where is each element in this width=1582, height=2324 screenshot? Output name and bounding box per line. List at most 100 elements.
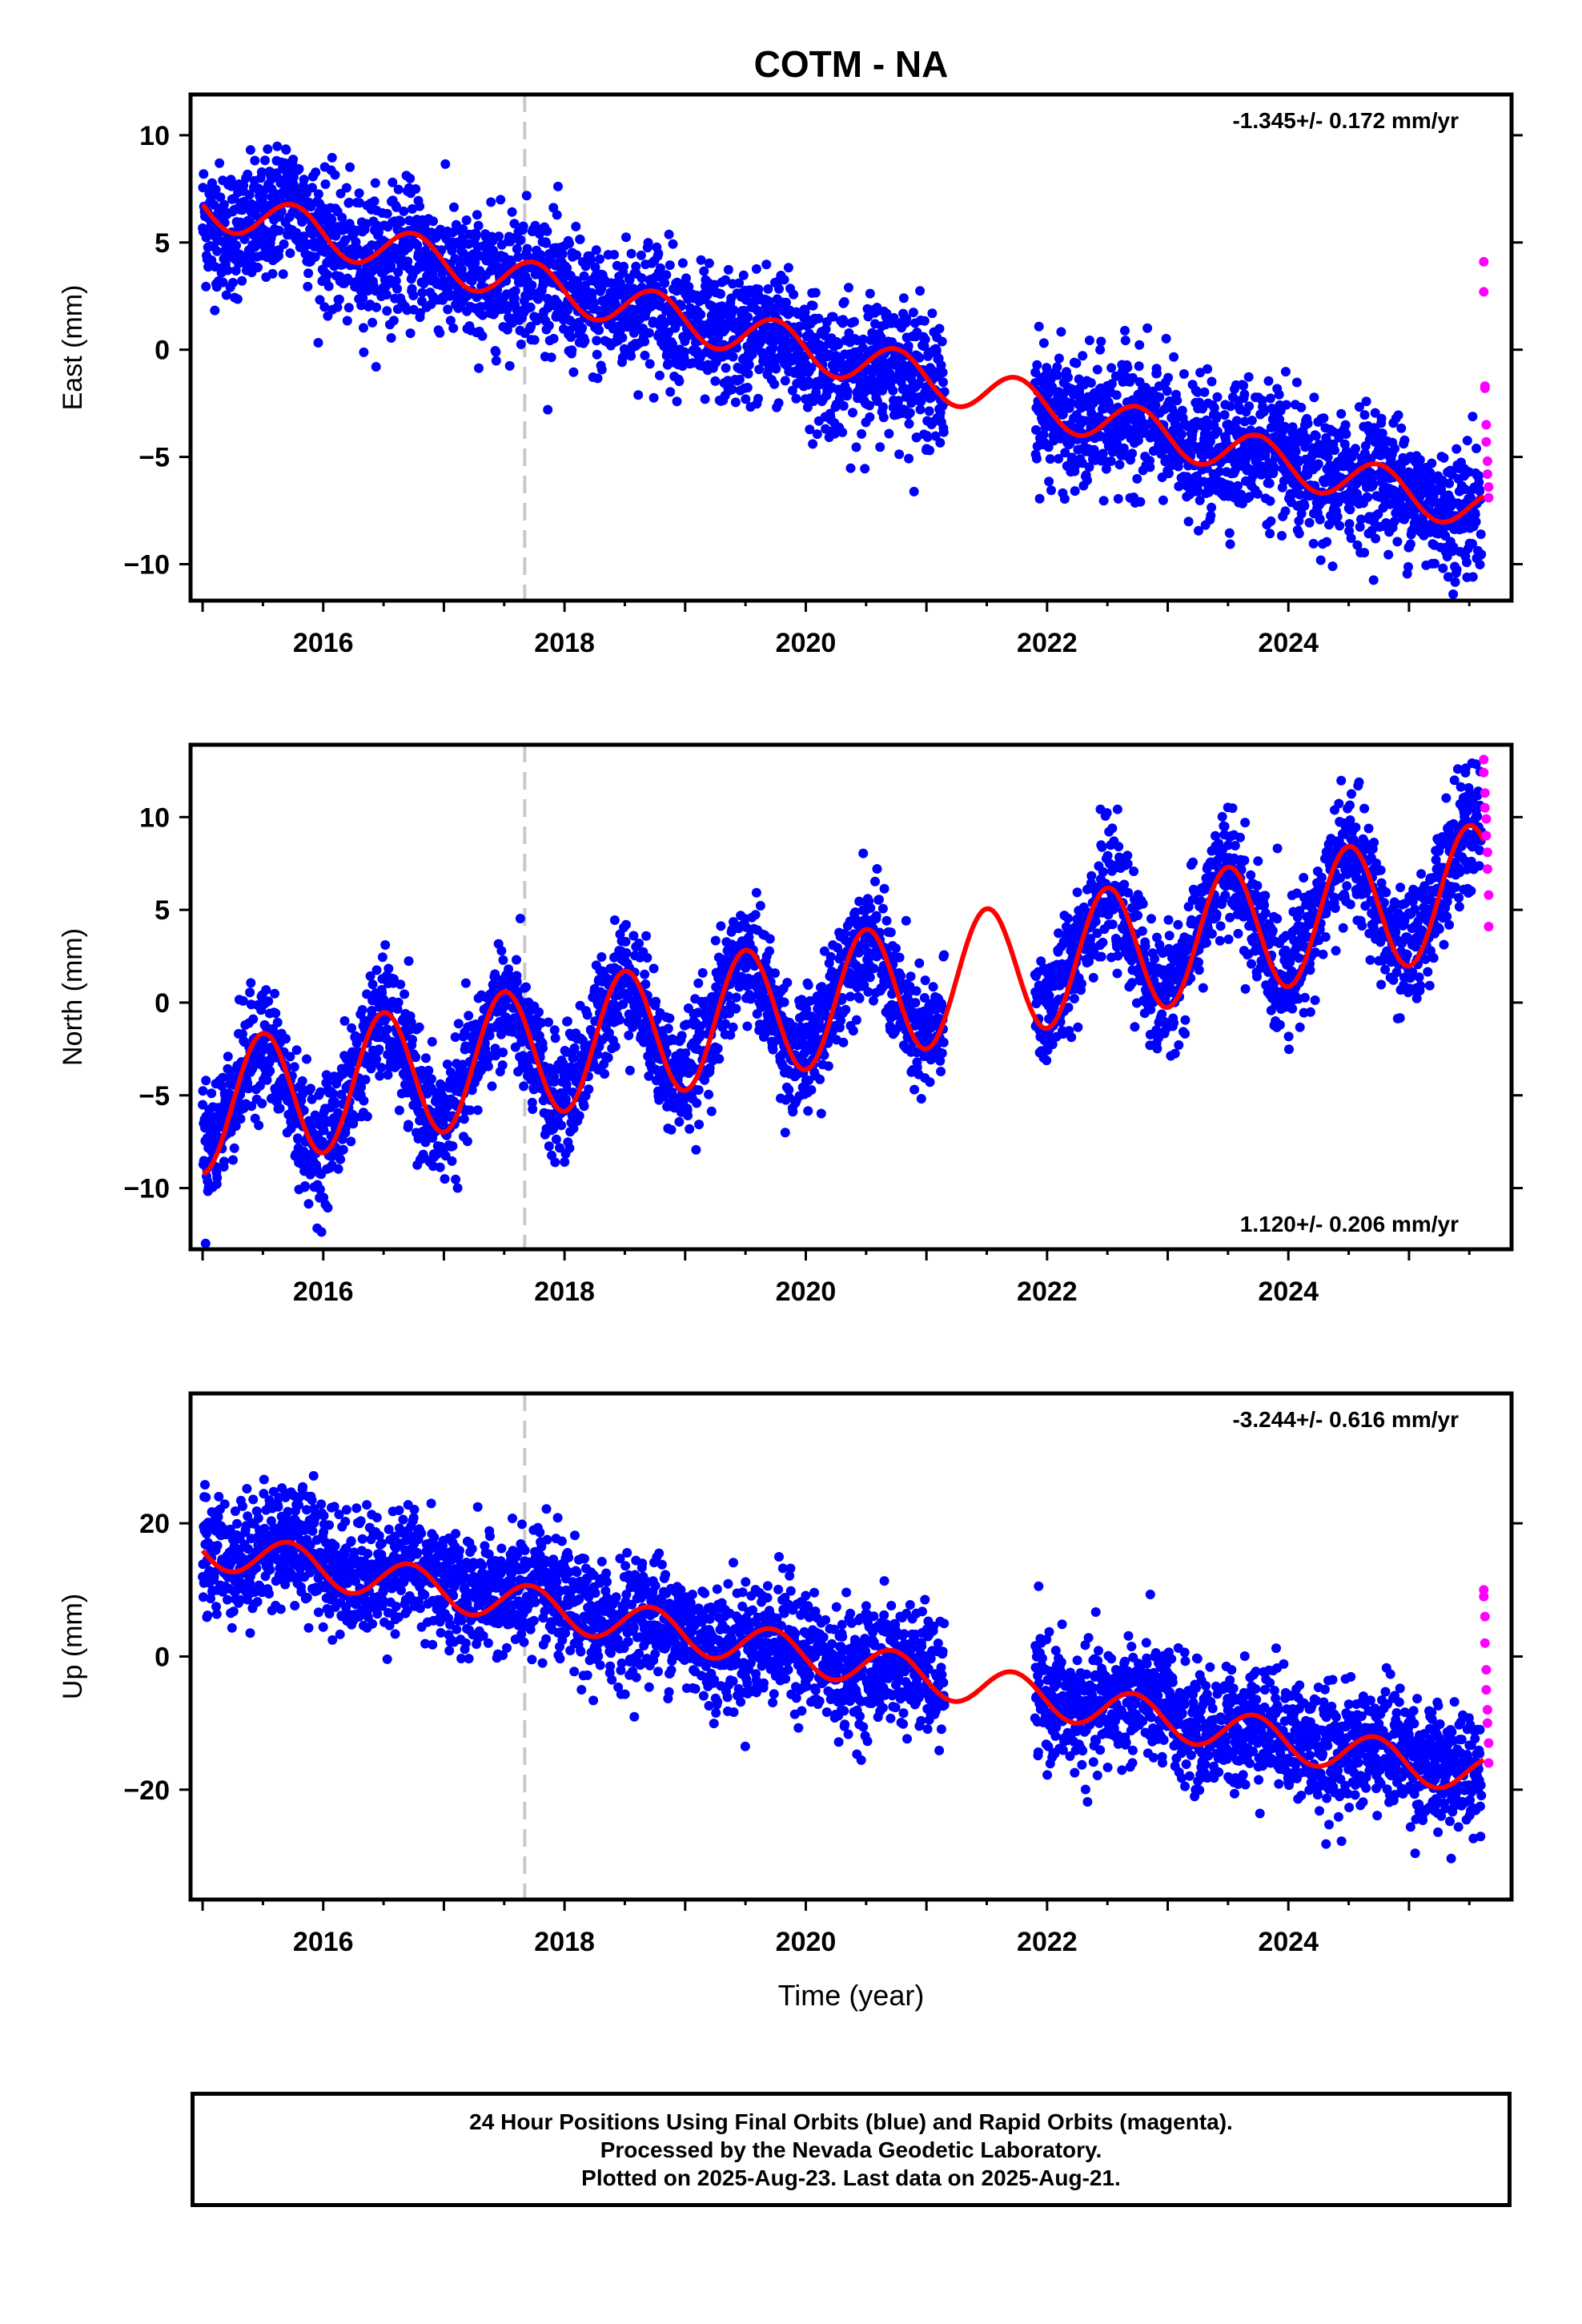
- final-orbit-point: [358, 293, 368, 304]
- final-orbit-point: [435, 328, 445, 338]
- final-orbit-point: [1371, 533, 1381, 544]
- final-orbit-point: [773, 324, 784, 334]
- final-orbit-point: [323, 270, 332, 280]
- final-orbit-point: [934, 324, 945, 334]
- final-orbit-point: [591, 245, 601, 255]
- final-orbit-point: [927, 308, 938, 319]
- final-orbit-point: [232, 294, 243, 304]
- x-tick-label: 2020: [776, 628, 837, 658]
- final-orbit-point: [1438, 563, 1448, 573]
- final-orbit-point: [564, 239, 574, 248]
- final-orbit-point: [550, 1033, 560, 1043]
- final-orbit-point: [371, 1054, 382, 1064]
- final-orbit-point: [716, 289, 725, 300]
- final-orbit-point: [1172, 396, 1182, 406]
- rapid-orbit-point: [1479, 256, 1489, 267]
- final-orbit-point: [1078, 351, 1088, 361]
- final-orbit-point: [411, 184, 421, 194]
- final-orbit-point: [419, 279, 429, 288]
- final-orbit-point: [888, 385, 898, 396]
- final-orbit-point: [320, 179, 331, 189]
- final-orbit-point: [653, 248, 664, 259]
- final-orbit-point: [1045, 454, 1055, 464]
- final-orbit-point: [488, 245, 499, 255]
- final-orbit-point: [335, 1154, 346, 1164]
- plot-frame: [188, 92, 1514, 603]
- final-orbit-point: [337, 212, 347, 223]
- final-orbit-point: [753, 284, 764, 295]
- rapid-orbit-point: [1481, 436, 1492, 447]
- final-orbit-point: [246, 978, 256, 988]
- final-orbit-point: [1056, 327, 1066, 337]
- final-orbit-point: [805, 424, 815, 435]
- final-orbit-point: [1120, 325, 1130, 336]
- final-orbit-point: [774, 283, 784, 294]
- final-orbit-point: [588, 298, 599, 308]
- final-orbit-point: [1161, 333, 1171, 344]
- final-orbit-point: [338, 1144, 348, 1155]
- final-orbit-point: [898, 293, 909, 304]
- final-orbit-point: [448, 1141, 458, 1152]
- y-tick-label: −10: [123, 549, 170, 580]
- final-orbit-point: [307, 183, 317, 193]
- final-orbit-point: [1475, 486, 1485, 497]
- final-orbit-point: [1351, 444, 1360, 454]
- final-orbit-point: [1304, 517, 1315, 528]
- final-orbit-point: [346, 1136, 356, 1147]
- final-orbit-point: [393, 184, 404, 195]
- final-orbit-point: [415, 308, 425, 318]
- final-orbit-point: [239, 234, 250, 244]
- final-orbit-point: [359, 1096, 369, 1106]
- final-orbit-point: [1132, 473, 1142, 484]
- final-orbit-point: [452, 1183, 463, 1193]
- final-orbit-point: [644, 359, 655, 369]
- final-orbit-point: [1287, 422, 1298, 432]
- final-orbit-point: [670, 323, 681, 333]
- final-orbit-point: [660, 278, 670, 288]
- final-orbit-point: [1308, 538, 1319, 549]
- rapid-orbit-point: [1484, 493, 1494, 503]
- final-orbit-point: [1212, 426, 1223, 436]
- final-orbit-point: [388, 316, 399, 326]
- final-orbit-point: [572, 250, 582, 260]
- final-orbit-point: [1383, 549, 1394, 560]
- final-orbit-point: [1265, 496, 1275, 506]
- final-orbit-point: [440, 159, 451, 169]
- final-orbit-point: [808, 439, 818, 449]
- final-orbit-point: [396, 216, 406, 227]
- final-orbit-point: [451, 1174, 461, 1184]
- final-orbit-point: [571, 221, 581, 231]
- final-orbit-point: [243, 169, 253, 179]
- y-tick-label: 5: [155, 228, 170, 259]
- final-orbit-point: [386, 333, 396, 343]
- final-orbit-point: [1444, 478, 1455, 489]
- final-orbit-point: [925, 445, 935, 456]
- final-orbit-point: [744, 360, 754, 370]
- final-orbit-point: [330, 170, 340, 180]
- final-orbit-point: [1092, 364, 1102, 375]
- final-orbit-point: [700, 394, 710, 404]
- final-orbit-point: [909, 486, 919, 497]
- final-orbit-point: [1060, 448, 1070, 458]
- final-orbit-point: [709, 279, 720, 290]
- final-orbit-point: [1082, 475, 1092, 485]
- final-orbit-point: [375, 1071, 385, 1081]
- final-orbit-point: [229, 1143, 239, 1153]
- final-orbit-point: [502, 324, 512, 335]
- final-orbit-point: [509, 219, 520, 229]
- final-orbit-point: [1065, 439, 1075, 449]
- final-orbit-point: [297, 1076, 307, 1086]
- final-orbit-point: [1047, 382, 1058, 392]
- final-orbit-point: [519, 1081, 529, 1092]
- final-orbit-point: [596, 952, 607, 962]
- final-orbit-point: [1224, 528, 1235, 538]
- final-orbit-point: [1052, 370, 1062, 380]
- final-orbit-point: [1399, 435, 1410, 445]
- final-orbit-point: [502, 304, 512, 315]
- final-orbit-point: [1352, 540, 1363, 550]
- final-orbit-point: [1034, 493, 1045, 504]
- final-orbit-point: [370, 178, 380, 188]
- final-orbit-point: [1296, 402, 1307, 412]
- final-orbit-point: [1205, 436, 1215, 447]
